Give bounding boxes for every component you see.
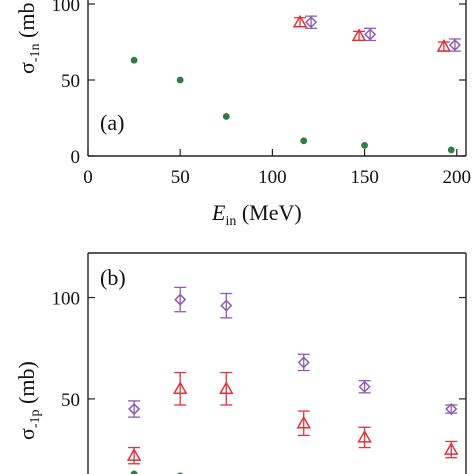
panel-a-triangle-point [436,39,452,52]
panel-a-label: (a) [100,110,124,135]
panel-a-x-tick-label: 0 [83,167,93,188]
panel-b-diamond-point [358,380,371,393]
panel-b-triangle-point [443,442,459,455]
panel-b-dot-point [130,470,138,474]
panel-b-triangle-point [296,415,312,429]
panel-a-y-tick-label: 50 [61,71,80,92]
panel-a-x-tick-label: 50 [171,167,190,188]
panel-a-diamond-point [448,38,461,52]
panel-b-triangle-point [172,381,188,395]
panel-a: 0 50 100 0 50 100 150 200 (a) σ-1n (mb Ein (MeV… [14,0,471,229]
panel-a-y-axis-label: σ-1n (mb [14,3,43,74]
panel-b-diamond-point [220,299,233,312]
panel-a-dot-point [300,137,308,145]
panel-b-diamond-point [297,356,310,369]
panel-a-dot-point [176,76,184,84]
panel-b: 50 100 (b) σ-1p (mb) [14,252,467,474]
panel-a-triangle-point [292,14,308,28]
panel-a-dot-point [447,146,455,154]
panel-a-diamond-point [364,28,377,41]
panel-b-diamond-point [445,402,458,416]
panel-b-y-axis-label: σ-1p (mb) [14,361,43,440]
panel-a-y-tick-label: 0 [71,147,81,168]
panel-a-y-tick-label: 100 [52,0,81,16]
panel-b-triangle-point [357,429,372,443]
panel-b-y-tick-label: 50 [61,390,80,411]
panel-a-diamond-point [305,16,318,29]
panel-a-dot-point [222,113,230,120]
panel-b-diamond-point [174,293,187,306]
panel-a-x-tick-label: 150 [350,167,379,188]
panel-a-x-tick-label: 100 [258,167,287,188]
panel-b-y-tick-label: 100 [52,289,81,310]
panel-b-label: (b) [100,265,126,290]
panel-b-triangle-point [126,448,142,461]
panel-a-triangle-point [351,28,367,42]
panel-b-diamond-point [128,402,141,416]
panel-a-dot-point [361,141,368,149]
panel-a-x-axis-label: Ein (MeV) [211,200,302,229]
panel-b-triangle-point [219,381,234,395]
panel-a-dot-point [130,56,138,64]
panel-a-x-tick-label: 200 [443,167,472,188]
